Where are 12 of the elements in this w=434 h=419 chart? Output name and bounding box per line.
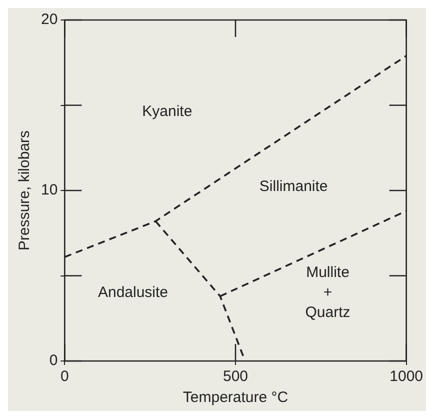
annotation: Mullite + Quartz	[305, 264, 350, 321]
y-tick-label: 10	[40, 182, 58, 199]
annotation: Sillimanite	[259, 178, 328, 196]
annotation: Andalusite	[98, 284, 168, 301]
x-tick-label: 1000	[390, 368, 424, 386]
x-tick-label: 500	[222, 368, 248, 386]
x-tick-label: 0	[60, 368, 69, 386]
y-tick-label: 0	[49, 352, 58, 370]
y-axis-title: Pressure, kilobars	[16, 130, 34, 251]
annotation: Kyanite	[142, 103, 192, 120]
x-axis-title: Temperature °C	[182, 389, 288, 406]
y-tick-label: 20	[40, 11, 58, 28]
